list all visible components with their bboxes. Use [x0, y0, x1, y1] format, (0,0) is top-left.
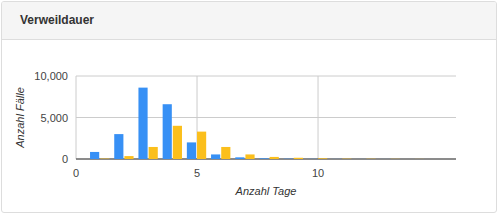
- bar: [356, 158, 365, 159]
- x-tick-label: 5: [194, 167, 200, 179]
- bar: [380, 158, 389, 159]
- panel-header: Verweildauer: [2, 2, 496, 40]
- bar: [187, 142, 196, 159]
- bar: [284, 158, 293, 159]
- y-tick-label: 0: [62, 153, 68, 165]
- bars: [90, 88, 424, 159]
- x-grid-line: [318, 76, 319, 159]
- bar: [114, 134, 123, 159]
- bar: [235, 157, 244, 159]
- bar: [366, 158, 375, 159]
- bar: [173, 126, 182, 159]
- y-grid-line: [76, 117, 456, 118]
- bar: [332, 158, 341, 159]
- x-tick-label: 0: [73, 167, 79, 179]
- x-axis-title: Anzahl Tage: [235, 185, 297, 197]
- chart-svg: 0 5,000 10,000 0 5 10 Anzahl Tage Anzahl Fälle: [2, 2, 496, 212]
- bar: [318, 158, 327, 159]
- x-grid-line: [76, 76, 77, 159]
- bar: [221, 147, 230, 159]
- bar: [391, 158, 400, 159]
- bar: [197, 132, 206, 159]
- bar: [149, 147, 158, 159]
- y-axis-title: Anzahl Fälle: [14, 87, 26, 149]
- bar: [163, 104, 172, 159]
- bar: [245, 154, 254, 159]
- x-tick-label: 10: [312, 167, 324, 179]
- bar: [308, 158, 317, 159]
- y-tick-label: 5,000: [40, 112, 68, 124]
- y-grid-line: [76, 76, 456, 77]
- bar: [211, 154, 220, 159]
- bar: [90, 152, 99, 159]
- bar: [100, 158, 109, 159]
- chart-title: Verweildauer: [20, 13, 94, 27]
- bar: [405, 159, 414, 160]
- bar: [415, 158, 424, 159]
- panel: Verweildauer 0 5,000 10,000 0 5 10 Anzahl Tage…: [1, 1, 497, 213]
- bar: [294, 158, 303, 159]
- bar: [124, 156, 133, 159]
- bar: [138, 88, 147, 159]
- bar: [270, 157, 279, 159]
- bar: [259, 158, 268, 159]
- bar: [342, 158, 351, 159]
- y-tick-label: 10,000: [34, 70, 68, 82]
